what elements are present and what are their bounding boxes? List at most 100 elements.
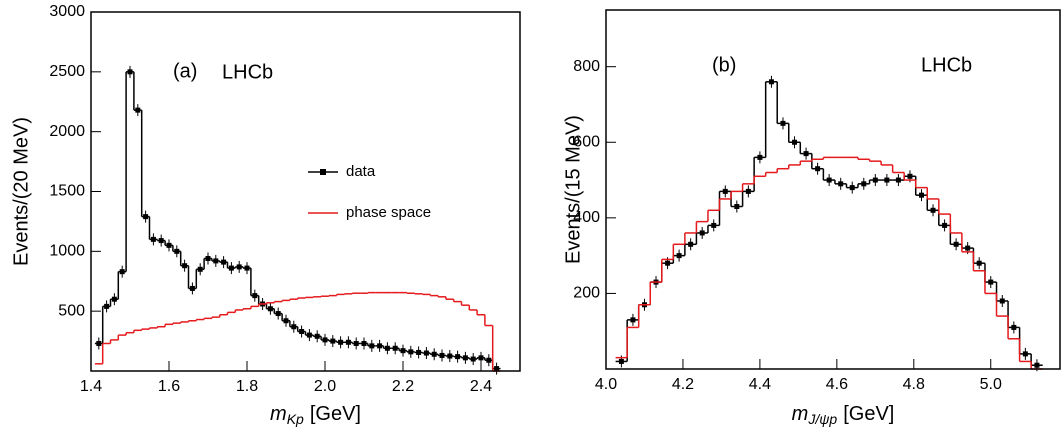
plot-frame: [605, 9, 1061, 370]
data-point: [400, 348, 406, 354]
x-tick-label: 2.2: [392, 378, 414, 395]
data-point: [930, 207, 936, 213]
data-point: [826, 177, 832, 183]
data-point: [699, 230, 705, 236]
annotation: LHCb: [921, 54, 972, 76]
data-point: [1011, 324, 1017, 330]
data-point: [849, 185, 855, 191]
x-tick-label: 4.2: [672, 376, 694, 393]
data-point: [722, 188, 728, 194]
data-point: [1034, 362, 1040, 368]
data-point: [127, 69, 133, 75]
data-point: [338, 339, 344, 345]
y-tick-label: 500: [58, 302, 85, 319]
y-tick-label: 2500: [49, 63, 85, 80]
series: [94, 291, 501, 372]
data-point: [803, 151, 809, 157]
x-label-subscript: Kp: [287, 411, 304, 427]
x-tick-label: 5.0: [980, 376, 1002, 393]
data-point: [872, 177, 878, 183]
x-label-subscript: J/ψp: [807, 411, 837, 427]
data-point: [486, 357, 492, 363]
data-point: [665, 260, 671, 266]
annotation: LHCb: [222, 61, 273, 83]
data-point: [361, 340, 367, 346]
data-point: [780, 120, 786, 126]
data-point: [423, 350, 429, 356]
legend-marker: [320, 169, 326, 175]
data-point: [330, 338, 336, 344]
data-point: [104, 303, 110, 309]
data-point: [976, 260, 982, 266]
data-point: [745, 188, 751, 194]
data-point: [470, 356, 476, 362]
x-axis-label: mJ/ψp [GeV]: [792, 403, 895, 426]
data-point: [299, 329, 305, 335]
data-point: [135, 107, 141, 113]
data-point: [275, 311, 281, 317]
legend-label: data: [346, 163, 376, 180]
data-point: [895, 177, 901, 183]
data-point: [322, 337, 328, 343]
x-tick-label: 4.0: [595, 376, 617, 393]
x-tick-label: 1.6: [158, 378, 180, 395]
data-point: [213, 258, 219, 264]
data-point: [768, 79, 774, 85]
data-point: [918, 192, 924, 198]
x-tick-label: 1.8: [236, 378, 258, 395]
series: [615, 156, 1043, 370]
data-point: [182, 263, 188, 269]
data-point: [907, 173, 913, 179]
data-point: [345, 339, 351, 345]
y-tick-label: 400: [573, 209, 600, 226]
data-point: [143, 214, 149, 220]
data-point: [267, 306, 273, 312]
data-point: [676, 253, 682, 259]
y-tick-label: 800: [573, 58, 600, 75]
data-point: [377, 343, 383, 349]
data-point: [197, 266, 203, 272]
data-point: [618, 358, 624, 364]
data-point: [283, 318, 289, 324]
x-label-unit: [GeV]: [843, 403, 894, 425]
x-tick-label: 2.0: [314, 378, 336, 395]
data-point: [494, 366, 500, 372]
x-label-unit: [GeV]: [310, 403, 361, 425]
data-point: [447, 353, 453, 359]
data-point: [306, 332, 312, 338]
data-point: [1022, 351, 1028, 357]
data-point: [711, 222, 717, 228]
x-tick-label: 1.4: [80, 378, 102, 395]
data-point: [792, 139, 798, 145]
data-point: [999, 298, 1005, 304]
data-point: [189, 285, 195, 291]
data-point: [988, 279, 994, 285]
y-tick-label: 3000: [49, 3, 85, 20]
data-point: [205, 256, 211, 262]
data-point: [838, 181, 844, 187]
x-tick-label: 4.4: [749, 376, 771, 393]
y-tick-label: 200: [573, 285, 600, 302]
annotation: (b): [712, 54, 736, 76]
data-point: [244, 265, 250, 271]
data-point: [408, 349, 414, 355]
data-point: [884, 177, 890, 183]
data-point: [174, 248, 180, 254]
data-point: [861, 181, 867, 187]
x-tick-label: 4.6: [826, 376, 848, 393]
y-axis-label: Events/(20 MeV): [10, 117, 32, 266]
y-tick-label: 1500: [49, 183, 85, 200]
data-point: [688, 241, 694, 247]
data-point: [953, 241, 959, 247]
data-point: [166, 242, 172, 248]
data-point: [119, 269, 125, 275]
data-point: [630, 317, 636, 323]
data-point: [353, 340, 359, 346]
data-point: [734, 204, 740, 210]
y-axis-label: Events/(15 MeV): [562, 115, 584, 264]
data-point: [455, 354, 461, 360]
data-point: [111, 296, 117, 302]
x-tick-label: 4.8: [903, 376, 925, 393]
data-point: [478, 355, 484, 361]
